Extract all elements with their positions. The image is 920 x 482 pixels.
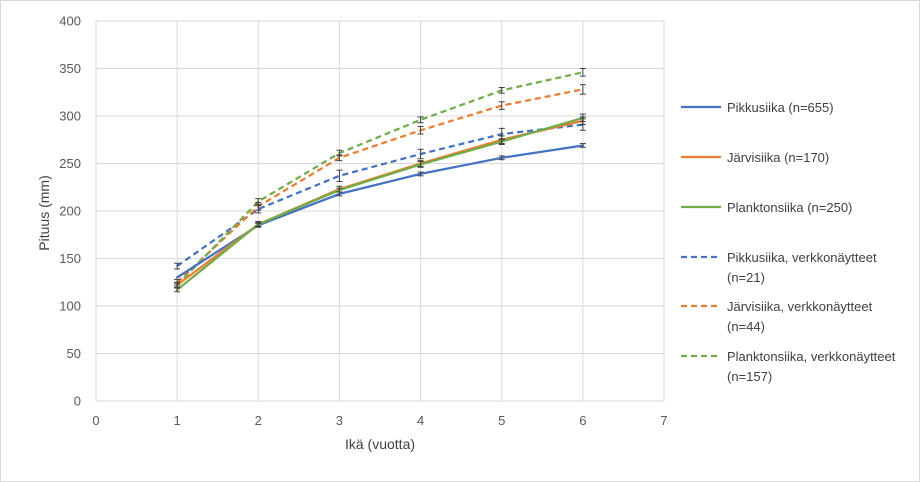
error-bar	[417, 116, 424, 124]
x-tick-label: 7	[660, 413, 667, 428]
x-tick-label: 1	[174, 413, 181, 428]
error-bar	[498, 87, 505, 94]
x-tick-label: 6	[579, 413, 586, 428]
error-bar	[417, 125, 424, 135]
legend-label: Pikkusiika, verkkonäytteet	[727, 250, 877, 265]
series-line-5	[176, 71, 584, 286]
error-bar	[417, 171, 424, 177]
y-tick-label: 200	[59, 204, 81, 219]
error-bar	[255, 198, 262, 205]
error-bar	[579, 113, 586, 123]
error-bar	[336, 169, 343, 183]
series-line-4	[176, 88, 584, 284]
y-tick-label: 100	[59, 299, 81, 314]
error-bar	[498, 101, 505, 110]
legend-item: Planktonsiika (n=250)	[681, 200, 852, 215]
error-bar	[417, 161, 424, 168]
error-bar	[174, 262, 181, 270]
x-axis-ticks: 0 1 2 3 4 5 6 7	[92, 413, 667, 428]
error-bar	[174, 287, 181, 293]
legend: Pikkusiika (n=655) Järvisiika (n=170) Plan…	[681, 100, 896, 384]
legend-item: Järvisiika (n=170)	[681, 150, 829, 165]
y-tick-label: 300	[59, 109, 81, 124]
error-bar	[417, 148, 424, 160]
y-tick-label: 150	[59, 251, 81, 266]
x-tick-label: 2	[255, 413, 262, 428]
x-tick-label: 0	[92, 413, 99, 428]
series-line-2	[175, 116, 585, 292]
error-bar	[579, 143, 586, 148]
legend-label: Järvisiika (n=170)	[727, 150, 829, 165]
error-bar	[498, 138, 505, 145]
legend-item: Pikkusiika (n=655)	[681, 100, 834, 115]
y-axis-ticks: 0 50 100 150 200 250 300 350 400	[59, 14, 81, 409]
legend-item: Planktonsiika, verkkonäytteet (n=157)	[681, 349, 896, 384]
error-bar	[255, 221, 262, 227]
x-tick-label: 3	[336, 413, 343, 428]
error-bar	[579, 68, 586, 77]
y-tick-label: 0	[74, 394, 81, 409]
legend-item: Pikkusiika, verkkonäytteet (n=21)	[681, 250, 877, 285]
legend-label: Planktonsiika, verkkonäytteet	[727, 349, 896, 364]
y-tick-label: 50	[67, 346, 81, 361]
error-bars	[174, 68, 586, 293]
x-tick-label: 4	[417, 413, 424, 428]
legend-label: Planktonsiika (n=250)	[727, 200, 852, 215]
series-line-1	[175, 119, 585, 287]
error-bar	[336, 149, 343, 157]
series-line-3	[176, 123, 584, 268]
error-bar	[579, 84, 586, 95]
y-tick-label: 250	[59, 156, 81, 171]
legend-item: Järvisiika, verkkonäytteet (n=44)	[681, 299, 873, 334]
y-axis-title: Pituus (mm)	[36, 175, 52, 250]
legend-label: (n=157)	[727, 369, 772, 384]
y-tick-label: 350	[59, 61, 81, 76]
gridlines	[95, 20, 665, 402]
y-tick-label: 400	[59, 14, 81, 29]
series-lines	[175, 71, 585, 292]
x-axis-title: Ikä (vuotta)	[345, 436, 415, 452]
legend-label: (n=21)	[727, 270, 765, 285]
error-bar	[336, 187, 343, 193]
legend-label: Järvisiika, verkkonäytteet	[727, 299, 873, 314]
error-bar	[498, 155, 505, 161]
legend-label: Pikkusiika (n=655)	[727, 100, 834, 115]
x-tick-label: 5	[498, 413, 505, 428]
legend-label: (n=44)	[727, 319, 765, 334]
